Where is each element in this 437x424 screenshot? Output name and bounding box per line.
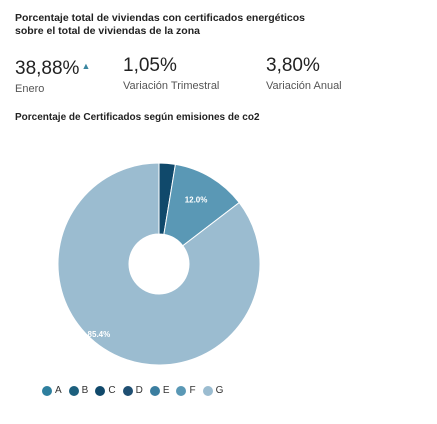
kpi-enero: 38,88% ▲ Enero [15,55,90,95]
legend-swatch-icon [95,385,106,396]
legend-item-C[interactable]: C [95,385,116,396]
slice-G[interactable] [57,162,261,366]
donut-chart: 12.0% 85.4% [57,162,261,366]
legend-item-D[interactable]: D [122,385,143,396]
kpi-variacion-trimestral: 1,05% Variación Trimestral [123,55,219,92]
chart-legend: A B C D E F G [42,385,223,396]
legend-swatch-icon [122,385,133,396]
kpi-value: 3,80% [266,55,320,76]
legend-swatch-icon [202,385,213,396]
trend-up-icon: ▲ [81,61,91,71]
chart-title: Porcentaje de Certificados según emision… [15,112,260,123]
legend-swatch-icon [42,385,52,396]
legend-item-B[interactable]: B [68,385,89,396]
legend-item-E[interactable]: E [149,385,170,396]
kpi-variacion-anual: 3,80% Variación Anual [266,55,342,92]
legend-label: G [215,385,224,396]
legend-label: E [162,385,170,396]
page-title: Porcentaje total de viviendas con certif… [15,12,306,37]
kpi-value: 38,88% ▲ [15,58,91,79]
legend-label: F [189,385,196,396]
kpi-value: 1,05% [123,55,177,76]
legend-swatch-icon [68,385,79,396]
legend-label: A [55,385,62,396]
data-label-F: 12.0% [185,195,208,204]
legend-label: C [108,385,116,396]
legend-item-G[interactable]: G [202,385,224,396]
kpi-label: Variación Trimestral [123,80,220,92]
kpi-label: Enero [15,83,45,95]
legend-swatch-icon [176,385,187,396]
legend-label: D [135,385,143,396]
slice-F[interactable] [163,163,240,247]
legend-item-F[interactable]: F [176,385,196,396]
legend-item-A[interactable]: A [42,385,62,396]
kpi-label: Variación Anual [266,80,342,92]
data-label-G: 85.4% [88,330,111,339]
legend-swatch-icon [149,385,160,396]
legend-label: B [81,385,89,396]
